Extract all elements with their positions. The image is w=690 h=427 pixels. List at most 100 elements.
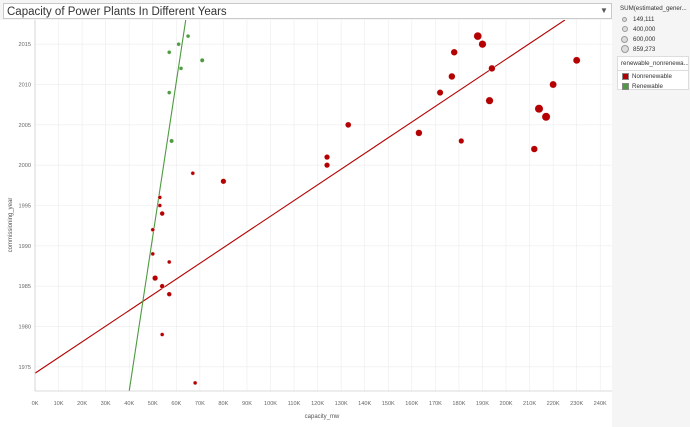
x-tick-label: 240K [594,401,607,407]
y-tick-label: 1975 [19,365,31,371]
x-tick-label: 40K [124,401,134,407]
x-tick-label: 30K [101,401,111,407]
data-point-nonrenewable[interactable] [167,259,172,265]
data-point-nonrenewable[interactable] [159,332,165,337]
data-point-nonrenewable[interactable] [478,40,487,49]
data-point-renewable[interactable] [185,33,191,39]
size-swatch [621,26,631,32]
data-point-nonrenewable[interactable] [150,227,155,232]
circle-icon [620,45,629,53]
data-point-nonrenewable[interactable] [345,121,352,129]
data-point-renewable[interactable] [176,41,181,47]
data-point-nonrenewable[interactable] [458,137,465,144]
data-point-nonrenewable[interactable] [150,251,155,257]
x-tick-label: 160K [405,401,418,407]
x-tick-label: 120K [311,401,324,407]
x-tick-label: 150K [382,401,395,407]
data-point-nonrenewable[interactable] [192,380,198,386]
data-point-nonrenewable[interactable] [152,275,159,282]
gridlines [34,20,612,391]
y-tick-label: 2015 [19,42,31,48]
data-point-renewable[interactable] [199,57,205,63]
scatter-chart: 0K 10K 20K 30K 40K 50K 60K 70K 80K 90K 100K 110K 120… [0,20,612,427]
x-tick-label: 90K [242,401,252,407]
y-tick-label: 2005 [19,123,31,129]
data-point-nonrenewable[interactable] [166,291,172,297]
data-point-nonrenewable[interactable] [159,210,165,217]
x-tick-label: 100K [264,401,277,407]
data-point-nonrenewable[interactable] [415,129,423,137]
data-point-nonrenewable[interactable] [220,178,227,185]
y-tick-label: 1995 [19,204,31,210]
chevron-down-icon[interactable]: ▼ [600,6,608,15]
x-tick-label: 210K [523,401,536,407]
data-point-nonrenewable[interactable] [324,154,331,161]
data-point-nonrenewable[interactable] [436,89,444,96]
data-point-renewable[interactable] [167,90,172,95]
circle-icon [621,26,628,32]
data-point-renewable[interactable] [169,138,174,144]
y-tick-label: 1990 [19,244,31,250]
circle-icon [622,16,627,22]
data-point-nonrenewable[interactable] [190,171,195,176]
data-point-nonrenewable[interactable] [534,104,544,114]
x-tick-label: 10K [54,401,64,407]
x-tick-label: 170K [429,401,442,407]
data-point-nonrenewable[interactable] [488,64,496,72]
size-legend-item[interactable]: 400,000 [617,24,689,34]
color-legend-item-renewable[interactable]: Renewable [618,82,688,91]
x-tick-label: 0K [32,401,39,407]
x-tick-label: 190K [476,401,489,407]
data-point-nonrenewable[interactable] [549,80,557,89]
color-legend-label: Nonrenewable [632,73,672,80]
size-swatch [621,16,631,22]
data-point-nonrenewable[interactable] [157,195,163,200]
data-point-nonrenewable[interactable] [473,31,482,41]
size-swatch [621,35,631,43]
color-legend-label: Renewable [632,83,663,90]
y-tick-label: 2010 [19,83,31,89]
x-tick-label: 50K [148,401,158,407]
data-point-nonrenewable[interactable] [541,112,551,122]
size-legend-label: 859,273 [633,45,656,53]
trend-line-renewable [128,20,187,392]
data-point-nonrenewable[interactable] [450,48,458,56]
size-legend-label: 600,000 [633,35,656,43]
data-point-renewable[interactable] [167,50,172,55]
y-axis-label: commissioning_year [8,198,14,253]
data-point-nonrenewable[interactable] [530,145,538,153]
size-legend-item[interactable]: 149,111 [617,14,689,24]
x-tick-label: 70K [195,401,205,407]
page-title: Capacity of Power Plants In Different Ye… [3,3,612,19]
axes: 0K 10K 20K 30K 40K 50K 60K 70K 80K 90K 100K 110K 120… [19,20,612,407]
data-point-nonrenewable[interactable] [157,203,163,208]
size-legend-item[interactable]: 859,273 [617,44,689,54]
x-tick-label: 200K [499,401,512,407]
data-points [150,31,581,386]
x-tick-label: 220K [547,401,560,407]
size-swatch [620,45,631,53]
size-legend-item[interactable]: 600,000 [617,34,689,44]
x-tick-label: 140K [358,401,371,407]
data-point-nonrenewable[interactable] [485,96,494,105]
color-swatch [622,83,629,90]
color-legend: renewable_nonrenewa... Nonrenewable Renew… [617,56,689,90]
data-point-nonrenewable[interactable] [572,56,581,65]
x-axis-label: capacity_mw [305,414,340,420]
x-tick-label: 20K [77,401,87,407]
size-legend-title: SUM(estimated_gener... [620,5,687,12]
y-tick-label: 1980 [19,324,31,330]
size-legend: SUM(estimated_gener... 149,111 400,000 600… [617,3,689,54]
trend-line-nonrenewable [34,20,566,374]
x-tick-label: 130K [335,401,348,407]
y-tick-label: 2000 [19,163,31,169]
x-tick-label: 60K [171,401,181,407]
data-point-nonrenewable[interactable] [448,72,456,81]
circle-icon [621,35,628,43]
data-point-nonrenewable[interactable] [324,162,331,169]
x-tick-label: 80K [218,401,228,407]
data-point-nonrenewable[interactable] [159,283,165,289]
color-legend-item-nonrenewable[interactable]: Nonrenewable [618,72,688,81]
trend-lines [34,20,566,392]
data-point-renewable[interactable] [178,66,184,71]
